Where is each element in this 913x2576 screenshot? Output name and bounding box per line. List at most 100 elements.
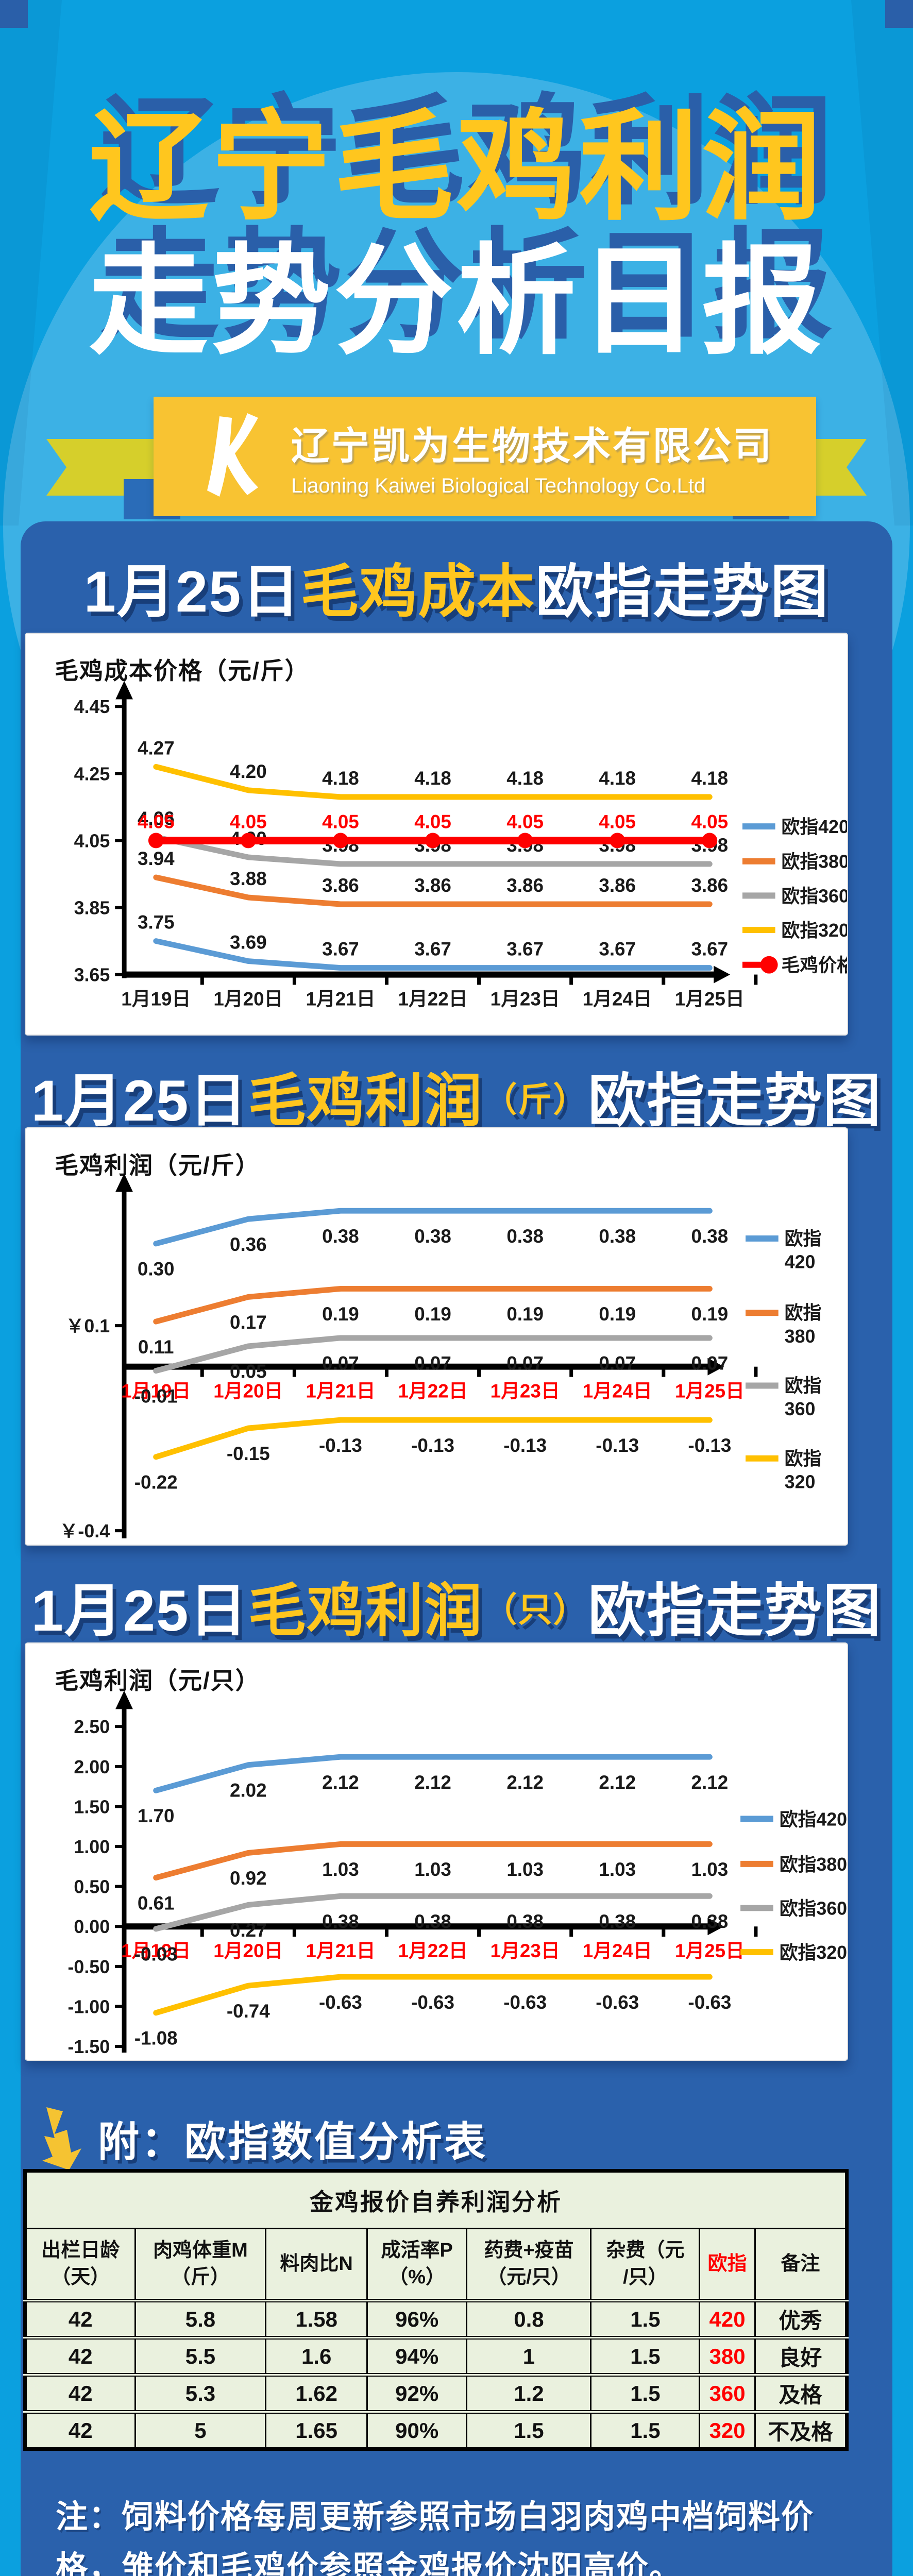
table-cell: 1.58: [265, 2299, 368, 2338]
series-line-欧指360: [153, 834, 713, 867]
x-axis-label: 1月20日: [213, 1940, 283, 1961]
table-cell: 1.6: [265, 2336, 368, 2376]
data-label: 3.86: [599, 875, 636, 896]
y-tick-label: 3.85: [74, 897, 110, 918]
series-line-欧指380: [153, 874, 713, 907]
table-cell: 备注: [754, 2228, 848, 2302]
data-label: 4.05: [599, 811, 636, 833]
table-cell: 药费+疫苗 （元/只）: [466, 2228, 592, 2302]
series-marker: [702, 833, 718, 849]
table-cell: 成活率P （%）: [366, 2228, 468, 2302]
x-axis-label: 1月24日: [583, 1940, 652, 1961]
data-label: 2.12: [691, 1772, 729, 1793]
table-cell: 优秀: [754, 2299, 848, 2338]
data-label: 4.05: [322, 811, 359, 833]
data-label: 3.86: [506, 875, 544, 896]
data-label: 0.19: [599, 1303, 636, 1325]
legend-label: 欧指: [785, 1228, 822, 1249]
table-cell: 1.5: [590, 2299, 701, 2338]
table-cell: 42: [24, 2410, 136, 2450]
section3-suffix: 欧指走势图: [588, 1579, 882, 1643]
x-axis-label: 1月22日: [398, 988, 468, 1009]
table-cell: 欧指: [699, 2228, 756, 2302]
chart-card-cost: 毛鸡成本价格（元/斤） 4.45 4.25 4.05 3.85 3.65 1月19日 1月2…: [25, 633, 848, 1036]
company-logo-icon: [207, 413, 258, 497]
section3-unit: （只）: [483, 1590, 588, 1629]
table-cell: 96%: [366, 2299, 468, 2338]
section3-highlight: 毛鸡利润: [248, 1579, 483, 1643]
table-row: 42 5.8 1.58 96% 0.8 1.5 420 优秀: [24, 2299, 848, 2338]
data-label: 0.05: [230, 1361, 267, 1382]
data-label: 0.38: [322, 1226, 359, 1247]
legend-label: 欧指: [785, 1375, 822, 1396]
y-axis-arrow: [115, 1173, 133, 1192]
table-cell: 1: [466, 2336, 592, 2376]
table-cell: 42: [24, 2299, 136, 2338]
x-axis-label: 1月19日: [121, 1380, 191, 1401]
profit-zhi-line-chart: 2.50 2.00 1.50 1.00 0.50 0.00 -0.50 -1.00 -1.50 1…: [67, 1690, 847, 2057]
table-cell: 94%: [366, 2336, 468, 2376]
data-label: 0.07: [322, 1353, 359, 1374]
section2-heading: 1月25日毛鸡利润（斤）欧指走势图: [0, 1054, 913, 1138]
table-header-row: 出栏日龄 （天） 肉鸡体重M （斤） 料肉比N 成活率P （%） 药费+疫苗 （元/只）…: [24, 2228, 848, 2302]
x-axis-label: 1月19日: [121, 1940, 191, 1961]
data-label: 4.18: [506, 768, 544, 789]
legend-label: 欧指320: [780, 1942, 847, 1963]
data-label: 4.05: [138, 811, 175, 833]
chart-card-profit-jin: 毛鸡利润（元/斤） ￥0.1 ￥-0.4 1月19日 1月20日 1月21日 1月22日 1…: [25, 1127, 848, 1546]
data-label: 1.03: [322, 1859, 359, 1880]
y-tick-label: -1.50: [67, 2037, 110, 2057]
series-line-欧指380: [153, 1285, 713, 1325]
data-label: 0.38: [506, 1911, 544, 1932]
appendix-heading: 附：欧指数值分析表: [40, 2107, 487, 2170]
table-cell: 出栏日龄 （天）: [24, 2228, 136, 2302]
x-axis-label: 1月21日: [306, 1380, 375, 1401]
data-label: 3.67: [414, 939, 451, 960]
y-tick-label: -1.00: [67, 1996, 110, 2017]
table-cell: 1.62: [265, 2373, 368, 2413]
series-marker: [333, 833, 348, 849]
data-label: 1.03: [691, 1859, 729, 1880]
y-axis-arrow: [115, 681, 133, 700]
data-label: 0.38: [322, 1911, 359, 1932]
data-label: 0.61: [138, 1892, 175, 1913]
series-line-欧指380: [153, 1841, 713, 1881]
series-line-欧指360: [153, 1335, 713, 1374]
section3-prefix: 1月25日: [31, 1579, 248, 1643]
series-marker: [148, 833, 164, 849]
series-marker: [425, 833, 441, 849]
table-cell: 1.65: [265, 2410, 368, 2450]
profit-analysis-table: 金鸡报价自养利润分析 出栏日龄 （天） 肉鸡体重M （斤） 料肉比N 成活率P （%）药…: [23, 2169, 849, 2451]
legend-label: 欧指360: [780, 1898, 847, 1919]
data-label: 0.38: [691, 1911, 729, 1932]
legend-label: 380: [785, 1326, 816, 1347]
data-label: 0.38: [414, 1911, 451, 1932]
data-label: 0.07: [506, 1353, 544, 1374]
x-axis-arrow: [707, 1918, 724, 1936]
y-tick-label: ￥-0.4: [60, 1521, 110, 1541]
data-label: -0.74: [227, 2001, 270, 2022]
data-label: 0.38: [506, 1226, 544, 1247]
x-axis-label: 1月22日: [398, 1380, 468, 1401]
table-cell: 金鸡报价自养利润分析: [24, 2170, 848, 2229]
data-label: 0.36: [230, 1234, 267, 1255]
data-label: 3.67: [599, 939, 636, 960]
x-axis-label: 1月25日: [675, 1380, 745, 1401]
legend-label: 欧指360: [782, 886, 847, 906]
data-label: 1.03: [599, 1859, 636, 1880]
table-cell: 不及格: [754, 2410, 848, 2450]
data-label: -0.13: [596, 1435, 639, 1456]
x-axis-label: 1月23日: [491, 1940, 560, 1961]
series-line-欧指320: [153, 1974, 713, 2016]
table-cell: 1.5: [590, 2373, 701, 2413]
title-line2: 走势分析日报: [88, 234, 824, 368]
table-cell: 5.8: [134, 2299, 267, 2338]
series-line-欧指420: [153, 1754, 713, 1793]
y-tick-label: 1.00: [74, 1837, 110, 1857]
data-label: 4.05: [506, 811, 544, 833]
y-tick-label: ￥0.1: [66, 1316, 110, 1336]
data-label: 0.38: [691, 1226, 729, 1247]
data-label: 4.18: [691, 768, 728, 789]
data-label: -0.63: [319, 1992, 362, 2013]
table-cell: 380: [699, 2336, 756, 2376]
